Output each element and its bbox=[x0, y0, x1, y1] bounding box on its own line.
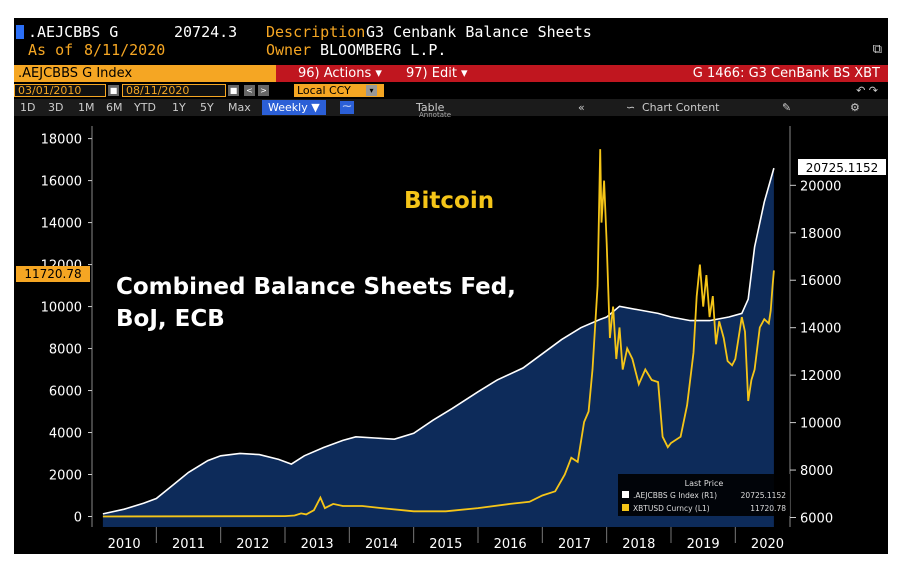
legend-value-bitcoin: 11720.78 bbox=[750, 504, 786, 513]
start-date-field[interactable]: 03/01/2010 bbox=[14, 84, 106, 97]
legend: Last Price .AEJCBBS G Index (R1) 20725.1… bbox=[618, 474, 790, 516]
left-tick-label: 2000 bbox=[49, 469, 82, 484]
edit-icon[interactable]: ✎ bbox=[782, 101, 792, 114]
asof-label: As of bbox=[28, 41, 74, 59]
chart-content-button[interactable]: Chart Content bbox=[642, 101, 720, 114]
legend-swatch-bitcoin bbox=[622, 504, 629, 511]
x-tick-label: 2011 bbox=[172, 537, 205, 552]
legend-title: Last Price bbox=[685, 479, 724, 488]
left-axis: 0200040006000800010000120001400016000180… bbox=[41, 133, 92, 526]
annotate-button[interactable]: Annotate bbox=[419, 111, 452, 119]
legend-label-bitcoin: XBTUSD Curncy (L1) bbox=[633, 504, 710, 513]
calendar-icon[interactable]: ■ bbox=[108, 85, 119, 96]
edit-menu[interactable]: 97) Edit ▾ bbox=[406, 66, 468, 81]
right-tick-label: 6000 bbox=[800, 512, 833, 527]
undo-redo-icon[interactable]: ↶ ↷ bbox=[856, 84, 878, 97]
table-button[interactable]: Table bbox=[416, 101, 445, 114]
left-tick-label: 8000 bbox=[49, 343, 82, 358]
balance-sheet-line bbox=[102, 167, 775, 515]
next-arrow-icon[interactable]: > bbox=[258, 85, 269, 96]
right-tick-label: 16000 bbox=[800, 274, 841, 289]
balance-sheet-area bbox=[102, 168, 774, 527]
header-row-1: .AEJCBBS G 20724.3 Description G3 Cenban… bbox=[14, 23, 888, 41]
popout-icon[interactable]: ⧉ bbox=[872, 42, 882, 57]
owner-label: Owner bbox=[266, 41, 312, 59]
left-tick-label: 6000 bbox=[49, 385, 82, 400]
calendar-icon[interactable]: ■ bbox=[228, 85, 239, 96]
right-tick-label: 14000 bbox=[800, 322, 841, 337]
x-tick-label: 2015 bbox=[429, 537, 462, 552]
last-value-left-label: 11720.78 bbox=[24, 267, 81, 281]
period-ytd[interactable]: YTD bbox=[134, 101, 156, 114]
actions-menu[interactable]: 96) Actions ▾ bbox=[298, 66, 382, 81]
period-5y[interactable]: 5Y bbox=[200, 101, 214, 114]
x-tick-label: 2014 bbox=[365, 537, 398, 552]
x-axis: 2010 2011 2012 2013 2014 2015 2016 2017 2018 2019… bbox=[108, 527, 784, 552]
legend-swatch-balance bbox=[622, 491, 629, 498]
legend-label-balance: .AEJCBBS G Index (R1) bbox=[633, 491, 717, 500]
prev-arrow-icon[interactable]: < bbox=[244, 85, 255, 96]
menu-bar: 96) Actions ▾ 97) Edit ▾ G 1466: G3 CenB… bbox=[276, 65, 888, 82]
last-price: 20724.3 bbox=[174, 23, 238, 41]
chart-title: G 1466: G3 CenBank BS XBT bbox=[692, 66, 880, 81]
period-max[interactable]: Max bbox=[228, 101, 251, 114]
chart: 0 2000 4000 6000 8000 10000 12000 14000 16000 180… bbox=[16, 126, 886, 552]
last-value-right-label: 20725.1152 bbox=[806, 161, 879, 175]
security-marker bbox=[16, 25, 24, 39]
balance-sheet-annotation-2: BoJ, ECB bbox=[116, 306, 225, 332]
header-row-2: As of 8/11/2020 Owner BLOOMBERG L.P. ⧉ bbox=[14, 41, 888, 59]
x-tick-label: 2010 bbox=[108, 537, 141, 552]
left-tick-label: 4000 bbox=[49, 427, 82, 442]
last-value-left-marker: 11720.78 bbox=[16, 266, 90, 282]
gear-icon[interactable]: ⚙ bbox=[850, 101, 860, 114]
end-date-field[interactable]: 08/11/2020 bbox=[122, 84, 226, 97]
chevron-down-icon[interactable]: ▾ bbox=[366, 85, 377, 96]
left-tick-label: 10000 bbox=[41, 301, 82, 316]
left-tick-label: 0 bbox=[74, 511, 82, 526]
collapse-icon[interactable]: « bbox=[578, 101, 585, 114]
x-tick-label: 2017 bbox=[558, 537, 591, 552]
description-label: Description bbox=[266, 23, 366, 41]
period-1y[interactable]: 1Y bbox=[172, 101, 186, 114]
right-tick-label: 20000 bbox=[800, 179, 841, 194]
ticker: .AEJCBBS G bbox=[28, 23, 119, 41]
left-tick-label: 16000 bbox=[41, 175, 82, 190]
right-tick-label: 8000 bbox=[800, 464, 833, 479]
right-tick-label: 10000 bbox=[800, 417, 841, 432]
bitcoin-annotation: Bitcoin bbox=[404, 188, 494, 214]
frequency-select[interactable]: Weekly ▼ bbox=[262, 100, 326, 115]
x-tick-label: 2012 bbox=[236, 537, 269, 552]
x-tick-label: 2018 bbox=[622, 537, 655, 552]
period-1d[interactable]: 1D bbox=[20, 101, 36, 114]
source-note: Source: Bloomberg bbox=[18, 541, 105, 550]
title-bar: .AEJCBBS G Index 96) Actions ▾ 97) Edit … bbox=[14, 65, 888, 82]
currency-select[interactable]: Local CCY bbox=[294, 84, 384, 97]
x-tick-label: 2019 bbox=[687, 537, 720, 552]
bitcoin-line bbox=[102, 149, 775, 518]
left-tick-label: 18000 bbox=[41, 133, 82, 148]
period-6m[interactable]: 6M bbox=[106, 101, 123, 114]
legend-value-balance: 20725.1152 bbox=[741, 491, 787, 500]
owner-value: BLOOMBERG L.P. bbox=[320, 41, 447, 59]
balance-sheet-annotation-1: Combined Balance Sheets Fed, bbox=[116, 274, 516, 300]
description-value: G3 Cenbank Balance Sheets bbox=[366, 23, 592, 41]
left-tick-label: 14000 bbox=[41, 217, 82, 232]
date-range-bar: 03/01/2010 ■ 08/11/2020 ■ < > Local CCY … bbox=[14, 83, 888, 98]
period-bar: 1D 3D 1M 6M YTD 1Y 5Y Max Weekly ▼ ⁓ Tab… bbox=[14, 99, 888, 119]
chart-type-icon[interactable]: ⁓ bbox=[340, 101, 354, 114]
index-name[interactable]: .AEJCBBS G Index bbox=[14, 65, 276, 82]
x-tick-label: 2016 bbox=[494, 537, 527, 552]
period-1m[interactable]: 1M bbox=[78, 101, 95, 114]
bloomberg-terminal: .AEJCBBS G 20724.3 Description G3 Cenban… bbox=[14, 18, 888, 554]
x-tick-label: 2013 bbox=[301, 537, 334, 552]
chart-icon: ∽ bbox=[626, 101, 636, 114]
right-tick-label: 18000 bbox=[800, 227, 841, 242]
x-tick-label: 2020 bbox=[751, 537, 784, 552]
right-tick-label: 12000 bbox=[800, 369, 841, 384]
last-value-right-marker: 20725.1152 bbox=[798, 159, 886, 175]
right-axis: 6000 8000 10000 12000 14000 16000 18000 20000 bbox=[790, 179, 841, 527]
asof-date: 8/11/2020 bbox=[84, 41, 166, 59]
period-3d[interactable]: 3D bbox=[48, 101, 64, 114]
